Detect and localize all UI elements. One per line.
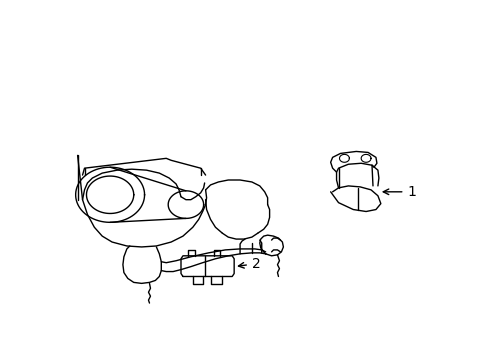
Text: 2: 2 (238, 257, 260, 271)
Text: 1: 1 (383, 185, 415, 199)
